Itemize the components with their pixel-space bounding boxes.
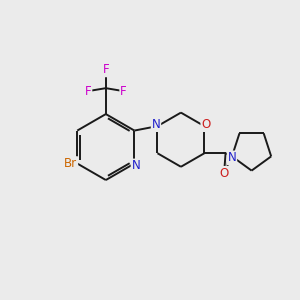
Text: N: N — [152, 118, 160, 131]
Text: F: F — [85, 85, 92, 98]
Text: F: F — [103, 63, 109, 76]
Text: Br: Br — [64, 157, 77, 170]
Text: N: N — [131, 159, 140, 172]
Text: F: F — [120, 85, 127, 98]
Text: N: N — [228, 151, 236, 164]
Text: O: O — [201, 118, 211, 131]
Text: O: O — [220, 167, 229, 180]
